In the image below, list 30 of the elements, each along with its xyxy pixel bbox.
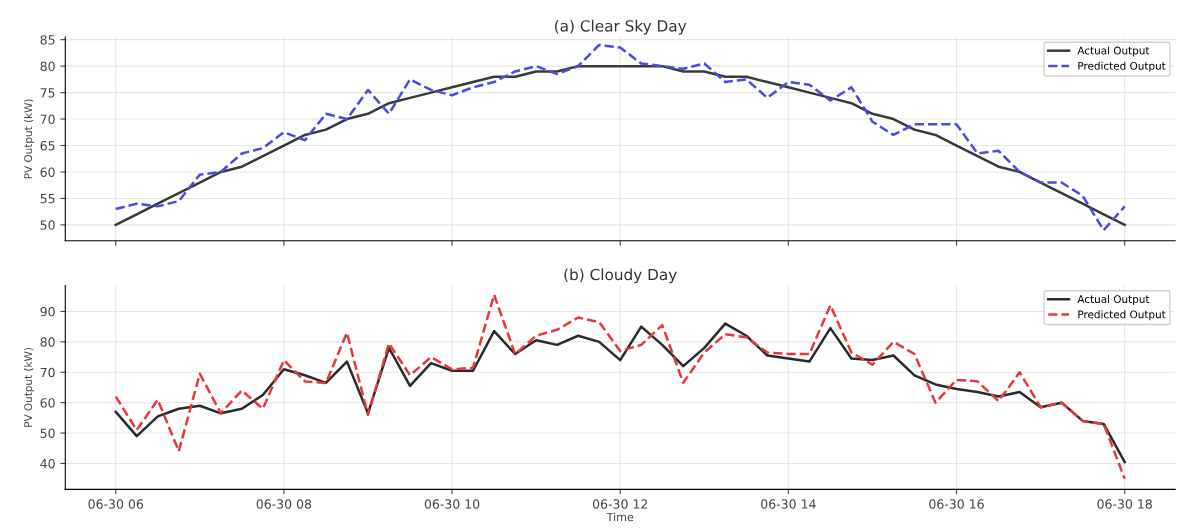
legend-label: Actual Output bbox=[1077, 294, 1150, 306]
y-tick-label: 80 bbox=[40, 61, 55, 72]
y-tick-label: 60 bbox=[40, 167, 55, 177]
y-tick-label: 70 bbox=[40, 114, 55, 124]
x-tick-label: 06-30 10 bbox=[424, 499, 480, 509]
y-tick-label: 60 bbox=[40, 398, 55, 408]
x-tick-label: 06-30 12 bbox=[592, 499, 648, 509]
y-tick-label: 90 bbox=[40, 306, 55, 317]
x-tick-label: 06-30 16 bbox=[929, 499, 984, 509]
y-tick-label: 55 bbox=[40, 194, 55, 204]
chart-title: (b) Cloudy Day bbox=[564, 268, 677, 284]
x-tick-label: 06-30 06 bbox=[88, 499, 144, 509]
y-tick-label: 65 bbox=[40, 140, 55, 151]
y-tick-label: 75 bbox=[40, 88, 55, 98]
y-tick-label: 70 bbox=[40, 367, 55, 378]
x-axis-title: Time bbox=[606, 512, 634, 522]
y-axis-title: PV Output (kW) bbox=[24, 348, 35, 427]
y-tick-label: 40 bbox=[40, 458, 55, 469]
y-tick-label: 50 bbox=[40, 220, 55, 230]
y-tick-label: 80 bbox=[40, 337, 55, 347]
x-tick-label: 06-30 18 bbox=[1097, 499, 1152, 509]
x-tick-label: 06-30 14 bbox=[761, 499, 816, 509]
x-tick-label: 06-30 08 bbox=[256, 499, 312, 509]
legend-label: Predicted Output bbox=[1078, 61, 1166, 72]
chart-title: (a) Clear Sky Day bbox=[555, 19, 687, 35]
y-tick-label: 50 bbox=[40, 428, 55, 438]
y-tick-label: 85 bbox=[40, 35, 55, 45]
legend-label: Predicted Output bbox=[1078, 310, 1166, 321]
legend-label: Actual Output bbox=[1077, 46, 1150, 57]
y-axis-title: PV Output (kW) bbox=[24, 99, 35, 179]
